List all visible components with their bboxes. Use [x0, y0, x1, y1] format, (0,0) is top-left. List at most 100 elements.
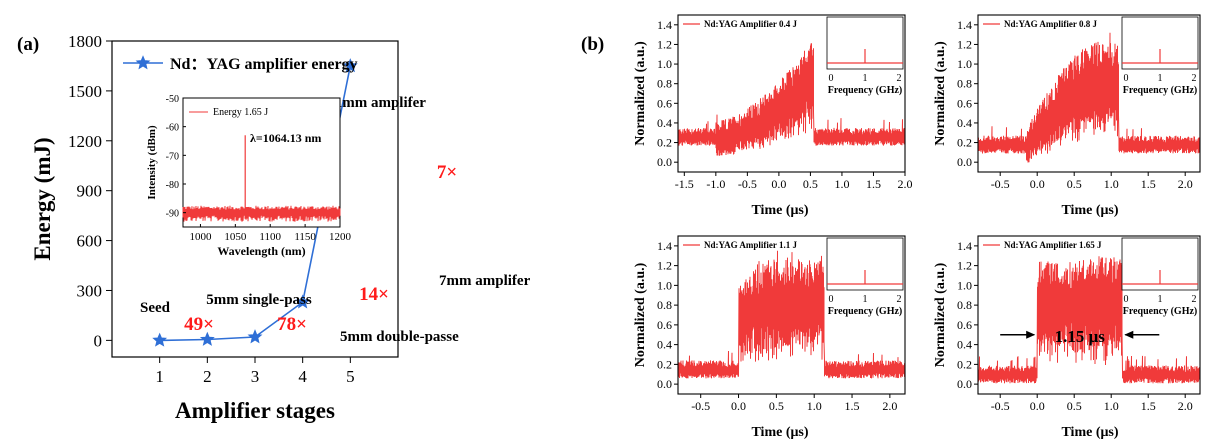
data-point-star	[247, 329, 263, 344]
point-label: 5mm double-passe	[340, 329, 459, 345]
y-tick-label-a: 600	[77, 232, 103, 251]
y-tick-label-b: 0.0	[657, 155, 672, 169]
waveform-trace	[677, 43, 906, 156]
x-tick-label-b: 0.0	[771, 177, 786, 191]
y-axis-label-a: Energy (mJ)	[30, 137, 55, 260]
y-tick-label-b: 0.0	[657, 377, 672, 391]
y-axis-label-b: Normalized (a.u.)	[633, 41, 648, 146]
y-tick-label-b: 0.2	[957, 357, 972, 371]
gain-label: 78×	[277, 314, 307, 335]
inset-legend-label: Energy 1.65 J	[213, 107, 268, 118]
freq-inset-axis-label: Frequency (GHz)	[828, 85, 903, 96]
freq-inset-tick-label: 1	[1158, 73, 1163, 84]
y-axis-label-b: Normalized (a.u.)	[633, 262, 648, 367]
inset-x-tick-label: 1000	[189, 231, 212, 243]
panel-label-b: (b)	[581, 34, 604, 55]
y-tick-label-b: 0.2	[657, 136, 672, 150]
inset-x-tick-label: 1100	[259, 231, 281, 243]
x-tick-label-b: 0.5	[803, 177, 818, 191]
plot-frame-b	[977, 14, 1201, 173]
y-tick-label-b: 1.2	[657, 259, 672, 273]
x-tick-label-b: 2.0	[882, 399, 897, 413]
x-tick-label-a: 5	[346, 367, 355, 386]
freq-inset-tick-label: 2	[1192, 294, 1197, 305]
y-tick-label-b: 0.8	[657, 298, 672, 312]
y-tick-label-b: 1.4	[657, 239, 672, 253]
inset-y-tick-label: -70	[166, 151, 179, 162]
inset-y-tick-label: -80	[166, 180, 179, 191]
x-tick-label-b: 2.0	[898, 177, 913, 191]
inset-x-tick-label: 1150	[294, 231, 316, 243]
y-tick-label-b: 0.6	[957, 318, 972, 332]
y-tick-label-b: 0.2	[657, 357, 672, 371]
y-tick-label-a: 0	[94, 331, 103, 350]
y-tick-label-b: 0.4	[957, 338, 972, 352]
x-axis-label-b: Time (μs)	[751, 203, 808, 218]
y-tick-label-b: 0.8	[657, 77, 672, 91]
y-axis-label-b: Normalized (a.u.)	[933, 41, 948, 146]
panel-label-a: (a)	[17, 34, 39, 55]
inset-x-axis-label: Wavelength (nm)	[217, 244, 305, 258]
x-axis-label-b: Time (μs)	[1061, 203, 1118, 218]
x-axis-label-b: Time (μs)	[1061, 425, 1118, 439]
y-tick-label-b: 1.2	[957, 37, 972, 51]
y-tick-label-b: 0.8	[957, 298, 972, 312]
x-tick-label-b: -0.5	[991, 399, 1010, 413]
x-tick-label-b: 0.5	[769, 399, 784, 413]
gain-label: 49×	[184, 314, 214, 335]
y-tick-label-a: 1200	[68, 132, 102, 151]
y-tick-label-b: 1.0	[957, 57, 972, 71]
point-label: Seed	[140, 300, 171, 316]
y-tick-label-b: 1.0	[657, 278, 672, 292]
y-tick-label-b: 1.4	[957, 239, 972, 253]
freq-inset-tick-label: 2	[897, 73, 902, 84]
x-tick-label-b: -1.5	[675, 177, 694, 191]
y-tick-label-b: 0.8	[957, 77, 972, 91]
gain-label: 7×	[437, 162, 457, 183]
freq-inset-tick-label: 1	[863, 73, 868, 84]
waveform-trace	[977, 256, 1201, 384]
y-tick-label-b: 0.0	[957, 377, 972, 391]
y-tick-label-b: 0.4	[657, 116, 672, 130]
width-arrow-right-head	[1124, 330, 1134, 339]
gain-label: 14×	[359, 284, 389, 305]
data-point-star	[342, 58, 358, 73]
y-tick-label-b: 1.4	[957, 18, 972, 32]
y-tick-label-a: 1500	[68, 82, 102, 101]
y-tick-label-b: 1.0	[957, 278, 972, 292]
x-tick-label-b: -0.5	[691, 399, 710, 413]
freq-inset-tick-label: 0	[829, 294, 834, 305]
legend-label-b: Nd:YAG Amplifier 1.1 J	[704, 240, 798, 250]
y-tick-label-b: 0.4	[657, 338, 672, 352]
freq-inset-tick-label: 1	[1158, 294, 1163, 305]
x-tick-label-b: 2.0	[1178, 399, 1193, 413]
x-tick-label-b: 1.0	[1104, 177, 1119, 191]
legend-label-a: Nd：YAG amplifier energy	[170, 56, 358, 73]
point-label: 11mm amplifer	[328, 95, 426, 111]
y-tick-label-b: 1.4	[657, 18, 672, 32]
freq-inset-tick-label: 0	[1124, 73, 1129, 84]
freq-inset-axis-label: Frequency (GHz)	[1123, 306, 1198, 317]
legend-label-b: Nd:YAG Amplifier 0.8 J	[1004, 19, 1098, 29]
inset-y-tick-label: -90	[166, 209, 179, 220]
x-tick-label-b: 1.0	[807, 399, 822, 413]
y-tick-label-b: 0.6	[657, 318, 672, 332]
freq-inset-tick-label: 2	[897, 294, 902, 305]
x-tick-label-b: -0.5	[738, 177, 757, 191]
freq-inset-axis-label: Frequency (GHz)	[1123, 85, 1198, 96]
waveform-trace	[677, 250, 906, 379]
y-tick-label-b: 0.4	[957, 116, 972, 130]
y-tick-label-b: 1.0	[657, 57, 672, 71]
inset-x-tick-label: 1050	[224, 231, 247, 243]
inset-annotation: λ=1064.13 nm	[250, 131, 321, 145]
waveform-trace	[977, 32, 1201, 163]
data-point-star	[199, 331, 215, 346]
x-tick-label-b: 1.5	[1141, 177, 1156, 191]
x-tick-label-b: 1.5	[866, 177, 881, 191]
y-tick-label-b: 0.6	[657, 96, 672, 110]
inset-frame-a	[182, 97, 341, 228]
legend-label-b: Nd:YAG Amplifier 1.65 J	[1004, 240, 1102, 250]
x-tick-label-b: -1.0	[706, 177, 725, 191]
y-tick-label-b: 1.2	[657, 37, 672, 51]
